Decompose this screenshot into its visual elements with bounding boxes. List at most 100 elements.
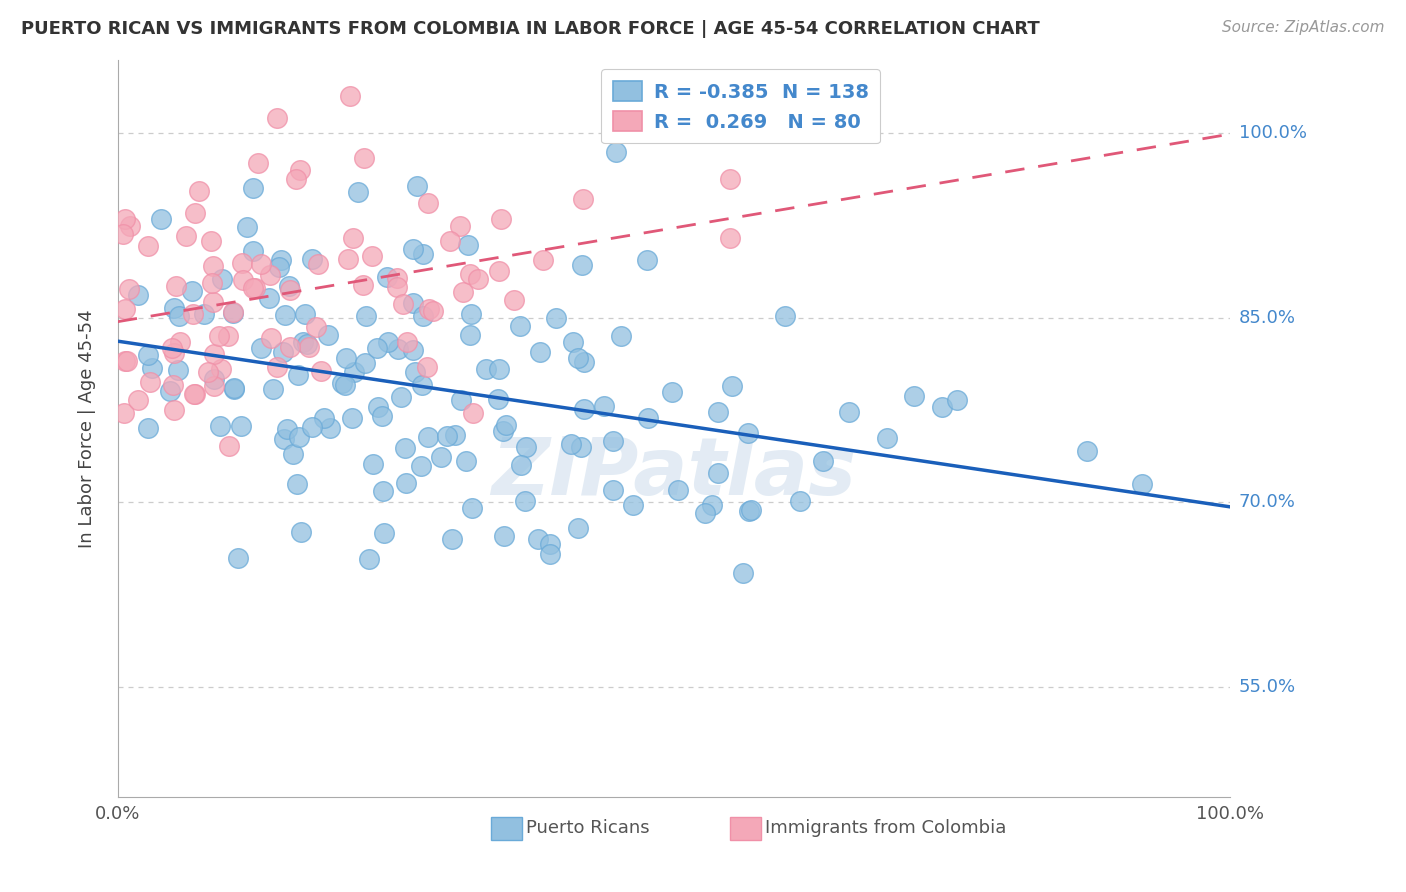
- Point: [187, 184, 209, 198]
- Text: Immigrants from Colombia: Immigrants from Colombia: [765, 820, 1007, 838]
- Point: [460, 267, 482, 281]
- Point: [335, 351, 357, 366]
- Point: [538, 537, 561, 551]
- Point: [707, 405, 730, 419]
- Point: [494, 529, 516, 543]
- Point: [416, 360, 439, 375]
- Point: [668, 483, 690, 497]
- Point: [342, 365, 364, 379]
- Point: [305, 320, 328, 334]
- Point: [319, 421, 342, 435]
- Point: [515, 440, 537, 454]
- Point: [718, 231, 741, 245]
- Point: [228, 551, 250, 566]
- Point: [232, 272, 254, 286]
- Point: [193, 307, 215, 321]
- Point: [136, 239, 159, 253]
- Point: [838, 405, 860, 419]
- Point: [387, 343, 409, 357]
- Text: Source: ZipAtlas.com: Source: ZipAtlas.com: [1222, 20, 1385, 35]
- Point: [411, 377, 433, 392]
- Point: [242, 244, 264, 259]
- Point: [243, 281, 266, 295]
- Point: [288, 163, 311, 178]
- Point: [259, 291, 281, 305]
- Point: [211, 272, 233, 286]
- Point: [546, 310, 568, 325]
- Point: [330, 376, 353, 391]
- Point: [733, 566, 755, 580]
- Point: [167, 310, 190, 324]
- Point: [531, 252, 554, 267]
- Point: [367, 400, 389, 414]
- Point: [277, 279, 299, 293]
- Point: [571, 258, 593, 272]
- Point: [353, 356, 375, 370]
- Point: [273, 432, 295, 446]
- Point: [392, 297, 415, 311]
- Point: [373, 525, 395, 540]
- Point: [1130, 477, 1153, 491]
- Point: [236, 219, 259, 234]
- Point: [718, 172, 741, 186]
- Point: [218, 439, 240, 453]
- Point: [174, 229, 197, 244]
- Point: [443, 428, 465, 442]
- Point: [418, 301, 440, 316]
- Point: [342, 231, 364, 245]
- Point: [572, 355, 595, 369]
- Text: 55.0%: 55.0%: [1239, 678, 1296, 696]
- Point: [404, 365, 426, 379]
- Point: [354, 309, 377, 323]
- Point: [184, 205, 207, 219]
- Point: [266, 360, 288, 375]
- Point: [291, 334, 314, 349]
- Point: [242, 181, 264, 195]
- Point: [222, 305, 245, 319]
- Point: [491, 211, 513, 226]
- Point: [207, 328, 229, 343]
- Point: [333, 378, 356, 392]
- Point: [201, 294, 224, 309]
- Point: [260, 331, 283, 345]
- Point: [274, 308, 297, 322]
- Legend: R = -0.385  N = 138, R =  0.269   N = 80: R = -0.385 N = 138, R = 0.269 N = 80: [602, 70, 880, 144]
- Point: [290, 525, 312, 540]
- Point: [637, 411, 659, 425]
- Point: [593, 399, 616, 413]
- Point: [488, 264, 510, 278]
- Point: [721, 379, 744, 393]
- Point: [439, 234, 461, 248]
- Y-axis label: In Labor Force | Age 45-54: In Labor Force | Age 45-54: [79, 309, 96, 548]
- Point: [197, 365, 219, 379]
- Point: [391, 390, 413, 404]
- Point: [222, 306, 245, 320]
- Point: [509, 458, 531, 472]
- Point: [377, 334, 399, 349]
- Point: [560, 437, 582, 451]
- Point: [340, 411, 363, 425]
- Point: [527, 532, 550, 546]
- Point: [312, 411, 335, 425]
- Point: [453, 285, 475, 300]
- Point: [377, 269, 399, 284]
- Point: [309, 364, 332, 378]
- Point: [165, 279, 187, 293]
- Point: [418, 195, 440, 210]
- Point: [567, 351, 589, 366]
- Point: [623, 498, 645, 512]
- Point: [163, 301, 186, 315]
- Point: [738, 503, 761, 517]
- Point: [789, 494, 811, 508]
- Point: [224, 381, 246, 395]
- Point: [707, 467, 730, 481]
- Point: [250, 257, 273, 271]
- Point: [409, 458, 432, 473]
- Point: [301, 419, 323, 434]
- Point: [211, 361, 233, 376]
- Point: [412, 247, 434, 261]
- Point: [572, 192, 595, 206]
- Point: [183, 387, 205, 401]
- Point: [700, 498, 723, 512]
- Point: [515, 494, 537, 508]
